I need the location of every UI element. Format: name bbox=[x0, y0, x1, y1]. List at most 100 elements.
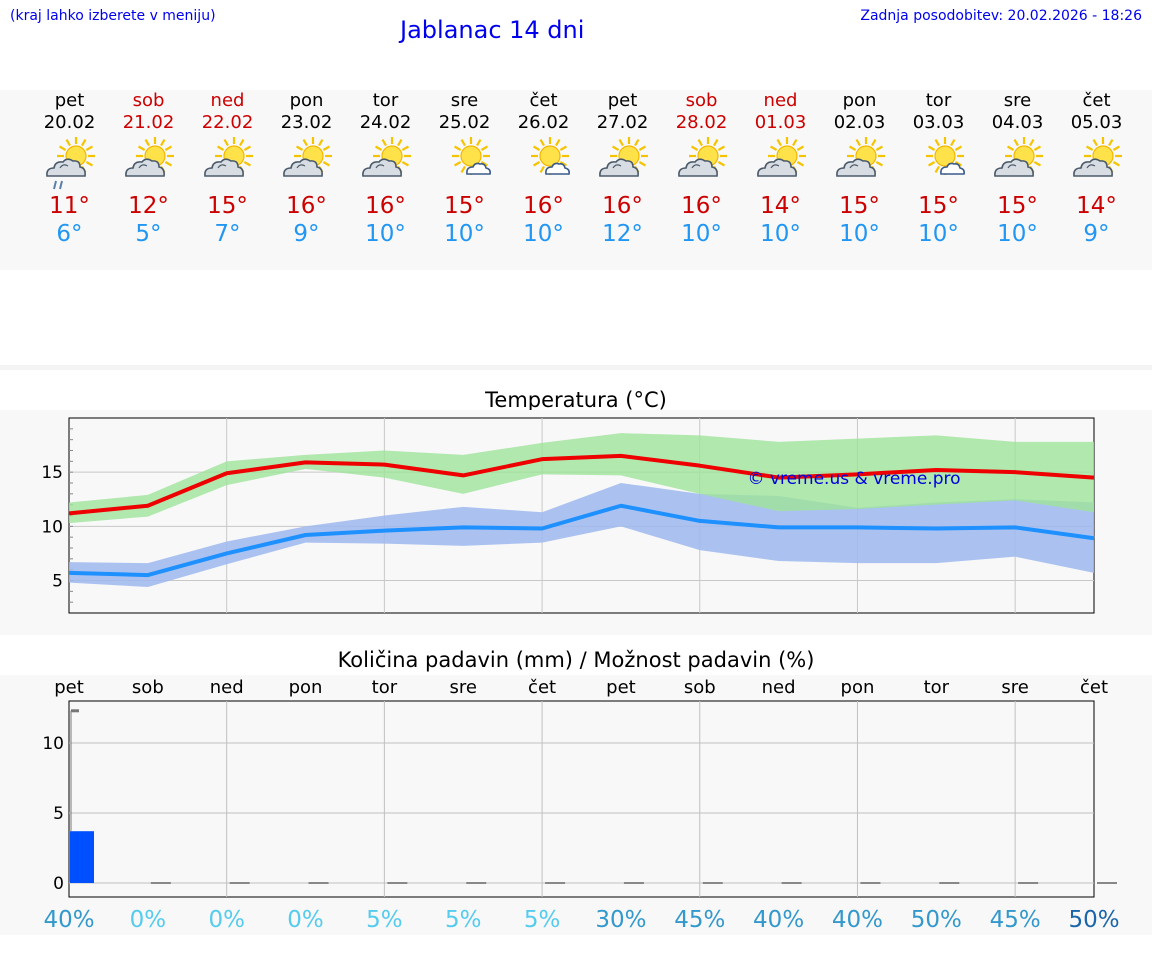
divider bbox=[0, 365, 1152, 370]
day-date: 04.03 bbox=[991, 112, 1044, 133]
precipitation-chart-panel: pet sob ned pon tor sre čet pet sob ned pon tor sre č… bbox=[0, 675, 1152, 935]
day-date: 25.02 bbox=[438, 112, 491, 133]
day-date: 01.03 bbox=[754, 112, 807, 133]
day-name: čet bbox=[1082, 90, 1111, 111]
sun-cloud-icon bbox=[595, 136, 651, 192]
day-column: tor 24.02 16° 10° bbox=[346, 90, 425, 248]
precipitation-probability: 40% bbox=[753, 907, 804, 933]
precipitation-probability: 5% bbox=[524, 907, 561, 933]
sun-cloud-icon bbox=[832, 136, 888, 192]
min-temperature: 12° bbox=[602, 221, 643, 247]
sun-cloud-icon bbox=[674, 136, 730, 192]
precipitation-probability: 50% bbox=[1068, 907, 1119, 933]
precipitation-probability: 5% bbox=[445, 907, 482, 933]
sun-cloud-rain-icon bbox=[42, 136, 98, 192]
day-name: pet bbox=[607, 90, 638, 111]
day-name: sre bbox=[450, 90, 479, 111]
sun-cloud-icon bbox=[358, 136, 414, 192]
precipitation-probability: 45% bbox=[674, 907, 725, 933]
day-column: sob 21.02 12° 5° bbox=[109, 90, 188, 248]
day-name: ned bbox=[763, 90, 798, 111]
max-temperature: 16° bbox=[365, 193, 406, 219]
temperature-chart-panel: 5 10 15 © vreme.us & vreme.pro bbox=[0, 410, 1152, 635]
precipitation-probability: 40% bbox=[43, 907, 94, 933]
precipitation-probability: 45% bbox=[990, 907, 1041, 933]
temperature-chart: 5 10 15 © vreme.us & vreme.pro bbox=[41, 417, 1095, 614]
day-date: 22.02 bbox=[201, 112, 254, 133]
day-axis-label: čet bbox=[1080, 677, 1108, 698]
min-temperature: 10° bbox=[444, 221, 485, 247]
day-name: pon bbox=[842, 90, 877, 111]
precipitation-probability: 0% bbox=[130, 907, 167, 933]
precipitation-probability: 0% bbox=[208, 907, 245, 933]
min-temperature: 10° bbox=[760, 221, 801, 247]
min-temperature: 10° bbox=[523, 221, 564, 247]
y-tick-label: 10 bbox=[42, 734, 64, 754]
sun-cloud-icon bbox=[200, 136, 256, 192]
max-temperature: 15° bbox=[918, 193, 959, 219]
precipitation-probability: 50% bbox=[911, 907, 962, 933]
day-column: sob 28.02 16° 10° bbox=[662, 90, 741, 248]
min-temperature: 10° bbox=[997, 221, 1038, 247]
max-temperature: 15° bbox=[997, 193, 1038, 219]
day-column: ned 22.02 15° 7° bbox=[188, 90, 267, 248]
day-column: pet 20.02 11° 6° bbox=[30, 90, 109, 248]
day-name: tor bbox=[925, 90, 952, 111]
day-axis-label: ned bbox=[762, 677, 796, 698]
min-temperature: 10° bbox=[918, 221, 959, 247]
precipitation-probability: 30% bbox=[595, 907, 646, 933]
daily-forecast-strip: pet 20.02 11° 6° sob 21.02 12° 5° ned 22.02 15° 7° p… bbox=[0, 90, 1152, 270]
max-temperature-range-band bbox=[69, 433, 1094, 524]
day-column: tor 03.03 15° 10° bbox=[899, 90, 978, 248]
day-name: ned bbox=[210, 90, 245, 111]
day-axis-label: sre bbox=[449, 677, 476, 698]
day-date: 27.02 bbox=[596, 112, 649, 133]
y-tick-label: 5 bbox=[52, 572, 63, 592]
max-temperature: 16° bbox=[286, 193, 327, 219]
day-axis-label: tor bbox=[924, 677, 950, 698]
day-axis-label: sre bbox=[1001, 677, 1028, 698]
min-temperature: 10° bbox=[365, 221, 406, 247]
precipitation-probability: 0% bbox=[287, 907, 324, 933]
sun-small-cloud-icon bbox=[516, 136, 572, 192]
day-column: pon 02.03 15° 10° bbox=[820, 90, 899, 248]
day-name: sob bbox=[685, 90, 718, 111]
max-temperature: 16° bbox=[523, 193, 564, 219]
day-column: čet 26.02 16° 10° bbox=[504, 90, 583, 248]
last-update: Zadnja posodobitev: 20.02.2026 - 18:26 bbox=[860, 8, 1142, 24]
day-column: sre 25.02 15° 10° bbox=[425, 90, 504, 248]
y-tick-label: 15 bbox=[41, 463, 63, 483]
day-date: 24.02 bbox=[359, 112, 412, 133]
day-name: tor bbox=[372, 90, 399, 111]
day-axis-label: pet bbox=[54, 677, 84, 698]
day-name: sob bbox=[132, 90, 165, 111]
max-temperature: 14° bbox=[1076, 193, 1117, 219]
min-temperature: 9° bbox=[293, 221, 320, 247]
day-axis-label: sob bbox=[684, 677, 716, 698]
day-axis-label: pon bbox=[289, 677, 323, 698]
plot-area bbox=[68, 700, 1095, 898]
day-date: 21.02 bbox=[122, 112, 175, 133]
day-column: ned 01.03 14° 10° bbox=[741, 90, 820, 248]
precipitation-probability: 5% bbox=[366, 907, 403, 933]
max-temperature: 15° bbox=[207, 193, 248, 219]
precipitation-probability: 40% bbox=[832, 907, 883, 933]
day-date: 02.03 bbox=[833, 112, 886, 133]
day-column: sre 04.03 15° 10° bbox=[978, 90, 1057, 248]
location-menu-hint: (kraj lahko izberete v meniju) bbox=[10, 8, 216, 24]
day-axis-label: pet bbox=[606, 677, 636, 698]
min-temperature: 10° bbox=[681, 221, 722, 247]
day-date: 23.02 bbox=[280, 112, 333, 133]
day-column: čet 05.03 14° 9° bbox=[1057, 90, 1136, 248]
day-axis-label: čet bbox=[528, 677, 556, 698]
page-title: Jablanac 14 dni bbox=[400, 16, 585, 44]
min-temperature: 6° bbox=[56, 221, 83, 247]
max-temperature: 11° bbox=[49, 193, 90, 219]
watermark: © vreme.us & vreme.pro bbox=[747, 469, 960, 489]
sun-cloud-icon bbox=[121, 136, 177, 192]
max-temperature: 15° bbox=[444, 193, 485, 219]
day-date: 03.03 bbox=[912, 112, 965, 133]
day-date: 26.02 bbox=[517, 112, 570, 133]
max-temperature: 14° bbox=[760, 193, 801, 219]
max-temperature: 15° bbox=[839, 193, 880, 219]
